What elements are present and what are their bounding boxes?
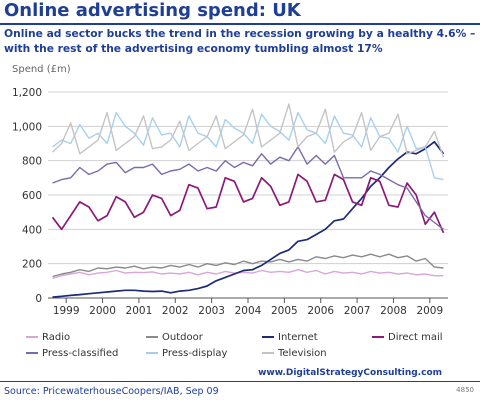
- legend-label-internet: Internet: [278, 332, 318, 343]
- x-tick-label: 2002: [162, 305, 189, 317]
- series-line-outdoor: [52, 253, 444, 278]
- x-tick-label: 2006: [307, 305, 334, 317]
- x-tick-label: 2003: [198, 305, 225, 317]
- axes: 0 200 400 600 800 1,000 1,200 1999 2000 2001 2002 2…: [12, 87, 448, 317]
- legend-label-direct-mail: Direct mail: [388, 332, 443, 343]
- y-tick-label: 400: [22, 224, 42, 236]
- footer-rule: [0, 381, 480, 382]
- y-tick-label: 600: [22, 190, 42, 202]
- x-tick-label: 2004: [235, 305, 262, 317]
- series-line-press-classified: [52, 146, 444, 230]
- series-line-press-display: [52, 111, 444, 181]
- chart-code: 4850: [456, 386, 474, 394]
- x-tick-label: 2007: [344, 305, 371, 317]
- series-line-internet: [52, 140, 445, 298]
- series: [51, 103, 445, 298]
- title-rule: [0, 23, 480, 25]
- line-chart: Spend (£m) 0 200 400 600 800 1,000 1,200 1999 20…: [12, 64, 448, 359]
- y-axis-label: Spend (£m): [12, 64, 71, 75]
- x-tick-label: 2005: [271, 305, 298, 317]
- x-tick-label: 2008: [380, 305, 407, 317]
- x-tick-label: 2009: [416, 305, 443, 317]
- y-tick-label: 800: [22, 156, 42, 168]
- legend-label-press-display: Press-display: [162, 348, 228, 359]
- series-line-direct-mail: [51, 173, 445, 234]
- x-tick-label: 2001: [126, 305, 153, 317]
- legend-label-press-classified: Press-classified: [42, 348, 118, 359]
- source-note: Source: PricewaterhouseCoopers/IAB, Sep …: [4, 386, 219, 397]
- y-tick-label: 200: [22, 259, 42, 271]
- x-tick-label: 1999: [53, 305, 80, 317]
- legend-label-television: Television: [277, 348, 327, 359]
- legend-label-radio: Radio: [42, 332, 70, 343]
- series-line-radio: [52, 268, 444, 279]
- y-tick-label: 1,200: [12, 87, 42, 99]
- chart-title: Online advertising spend: UK: [4, 0, 301, 21]
- grid: [48, 91, 448, 299]
- website-url: www.DigitalStrategyConsulting.com: [258, 368, 442, 378]
- y-tick-label: 0: [35, 293, 42, 305]
- legend-label-outdoor: Outdoor: [162, 332, 204, 343]
- series-line-television: [52, 103, 445, 158]
- legend: Radio Outdoor Internet Direct mail Press-cla…: [26, 332, 443, 359]
- x-tick-label: 2000: [89, 305, 116, 317]
- y-tick-label: 1,000: [12, 121, 42, 133]
- chart-subtitle: Online ad sector bucks the trend in the …: [4, 27, 476, 55]
